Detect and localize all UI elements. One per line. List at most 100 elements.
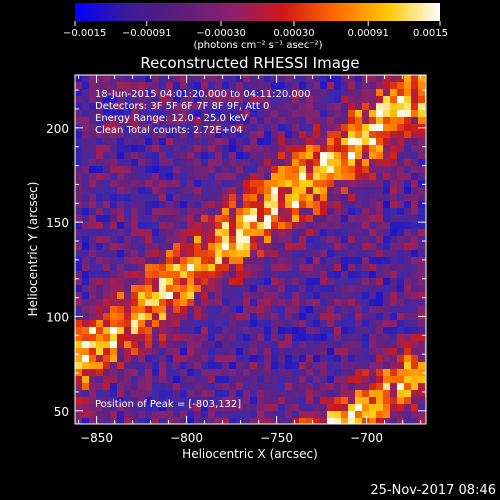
heatmap-cell bbox=[257, 131, 265, 139]
heatmap-cell bbox=[327, 208, 335, 216]
heatmap-cell bbox=[103, 194, 111, 202]
heatmap-cell bbox=[145, 299, 153, 307]
heatmap-cell bbox=[180, 299, 188, 307]
heatmap-cell bbox=[117, 313, 125, 321]
heatmap-cell bbox=[159, 299, 167, 307]
heatmap-cell bbox=[264, 250, 272, 258]
heatmap-cell bbox=[341, 201, 349, 209]
heatmap-cell bbox=[159, 250, 167, 258]
heatmap-cell bbox=[243, 194, 251, 202]
heatmap-cell bbox=[145, 411, 153, 419]
heatmap-cell bbox=[271, 390, 279, 398]
heatmap-cell bbox=[117, 138, 125, 146]
heatmap-cell bbox=[201, 292, 209, 300]
heatmap-cell bbox=[257, 306, 265, 314]
heatmap-cell bbox=[229, 341, 237, 349]
heatmap-cell bbox=[285, 271, 293, 279]
heatmap-cell bbox=[243, 376, 251, 384]
heatmap-cell bbox=[131, 110, 139, 118]
heatmap-cell bbox=[313, 383, 321, 391]
heatmap-cell bbox=[383, 376, 391, 384]
heatmap-cell bbox=[75, 131, 83, 139]
heatmap-cell bbox=[208, 215, 216, 223]
heatmap-cell bbox=[397, 131, 405, 139]
heatmap-cell bbox=[166, 89, 174, 97]
colorbar bbox=[75, 3, 440, 21]
heatmap-cell bbox=[390, 285, 398, 293]
heatmap-cell bbox=[320, 299, 328, 307]
heatmap-cell bbox=[173, 89, 181, 97]
heatmap-cell bbox=[138, 229, 146, 237]
heatmap-cell bbox=[117, 222, 125, 230]
heatmap-cell bbox=[159, 362, 167, 370]
heatmap-cell bbox=[89, 138, 97, 146]
heatmap-cell bbox=[215, 82, 223, 90]
heatmap-cell bbox=[152, 348, 160, 356]
heatmap-cell bbox=[187, 257, 195, 265]
heatmap-cell bbox=[194, 369, 202, 377]
heatmap-cell bbox=[257, 201, 265, 209]
heatmap-cell bbox=[355, 411, 363, 419]
heatmap-cell bbox=[369, 117, 377, 125]
heatmap-cell bbox=[411, 180, 419, 188]
heatmap-cell bbox=[320, 341, 328, 349]
heatmap-cell bbox=[82, 271, 90, 279]
y-tick-label: 200 bbox=[46, 122, 69, 136]
heatmap-cell bbox=[320, 152, 328, 160]
heatmap-cell bbox=[411, 264, 419, 272]
heatmap-cell bbox=[173, 180, 181, 188]
heatmap-cell bbox=[166, 236, 174, 244]
heatmap-cell bbox=[376, 341, 384, 349]
heatmap-cell bbox=[271, 320, 279, 328]
heatmap-cell bbox=[138, 166, 146, 174]
heatmap-cell bbox=[362, 278, 370, 286]
heatmap-cell bbox=[243, 334, 251, 342]
heatmap-cell bbox=[250, 271, 258, 279]
heatmap-cell bbox=[327, 145, 335, 153]
heatmap-cell bbox=[404, 320, 412, 328]
heatmap-cell bbox=[166, 222, 174, 230]
heatmap-cell bbox=[257, 264, 265, 272]
heatmap-cell bbox=[285, 348, 293, 356]
heatmap-cell bbox=[313, 271, 321, 279]
heatmap-cell bbox=[145, 187, 153, 195]
heatmap-cell bbox=[229, 306, 237, 314]
heatmap-cell bbox=[222, 411, 230, 419]
heatmap-cell bbox=[292, 313, 300, 321]
heatmap-cell bbox=[285, 334, 293, 342]
heatmap-cell bbox=[334, 390, 342, 398]
heatmap-cell bbox=[208, 166, 216, 174]
heatmap-cell bbox=[306, 418, 314, 424]
heatmap-cell bbox=[180, 264, 188, 272]
heatmap-cell bbox=[222, 376, 230, 384]
heatmap-cell bbox=[278, 243, 286, 251]
heatmap-cell bbox=[369, 180, 377, 188]
heatmap-cell bbox=[313, 229, 321, 237]
heatmap-cell bbox=[173, 271, 181, 279]
heatmap-cell bbox=[145, 362, 153, 370]
heatmap-cell bbox=[243, 292, 251, 300]
heatmap-cell bbox=[348, 131, 356, 139]
heatmap-cell bbox=[278, 201, 286, 209]
heatmap-cell bbox=[376, 145, 384, 153]
heatmap-cell bbox=[390, 376, 398, 384]
heatmap-cell bbox=[369, 201, 377, 209]
heatmap-cell bbox=[327, 180, 335, 188]
heatmap-cell bbox=[341, 306, 349, 314]
heatmap-cell bbox=[208, 194, 216, 202]
heatmap-cell bbox=[243, 82, 251, 90]
heatmap-cell bbox=[362, 180, 370, 188]
heatmap-cell bbox=[390, 201, 398, 209]
heatmap-cell bbox=[152, 285, 160, 293]
heatmap-cell bbox=[418, 341, 426, 349]
heatmap-cell bbox=[397, 96, 405, 104]
heatmap-cell bbox=[341, 341, 349, 349]
heatmap-cell bbox=[390, 187, 398, 195]
heatmap-cell bbox=[278, 404, 286, 412]
heatmap-cell bbox=[75, 89, 83, 97]
heatmap-cell bbox=[110, 201, 118, 209]
heatmap-cell bbox=[362, 243, 370, 251]
heatmap-cell bbox=[110, 341, 118, 349]
heatmap-cell bbox=[313, 264, 321, 272]
